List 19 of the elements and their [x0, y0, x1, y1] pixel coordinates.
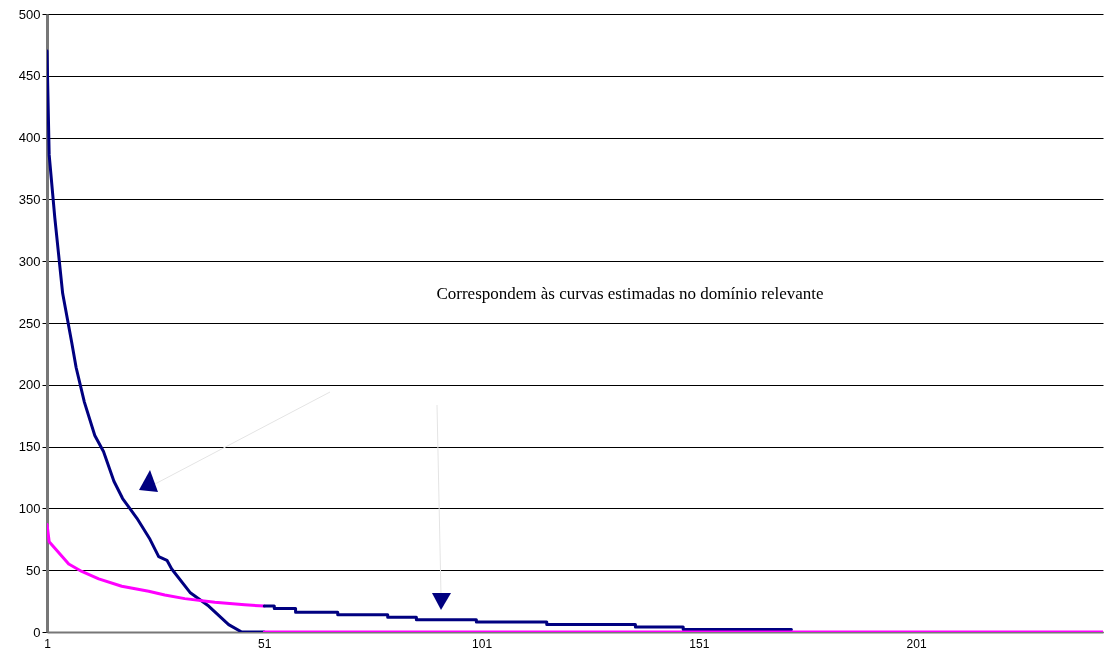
y-tick-label: 50	[26, 562, 41, 578]
x-tick-label: 151	[689, 636, 710, 651]
y-tick-label: 150	[18, 439, 41, 455]
line-series	[47, 49, 266, 632]
x-tick-label: 201	[906, 636, 927, 651]
y-tick-label: 300	[18, 253, 41, 269]
x-tick-label: 51	[258, 636, 272, 651]
y-tick-label: 350	[18, 191, 41, 207]
annotation: Correspondem às curvas estimadas no domínio relevante	[436, 284, 824, 303]
y-tick-label: 400	[18, 130, 41, 146]
x-tick-label: 1	[44, 636, 52, 651]
y-tick-label: 450	[18, 68, 41, 84]
y-tick-label: 250	[18, 315, 41, 331]
x-tick-label: 101	[472, 636, 493, 651]
y-tick-label: 100	[18, 500, 41, 516]
y-tick-label: 500	[18, 6, 41, 22]
y-tick-label: 0	[33, 624, 41, 640]
y-tick-label: 200	[18, 377, 41, 393]
line-series	[47, 522, 266, 608]
